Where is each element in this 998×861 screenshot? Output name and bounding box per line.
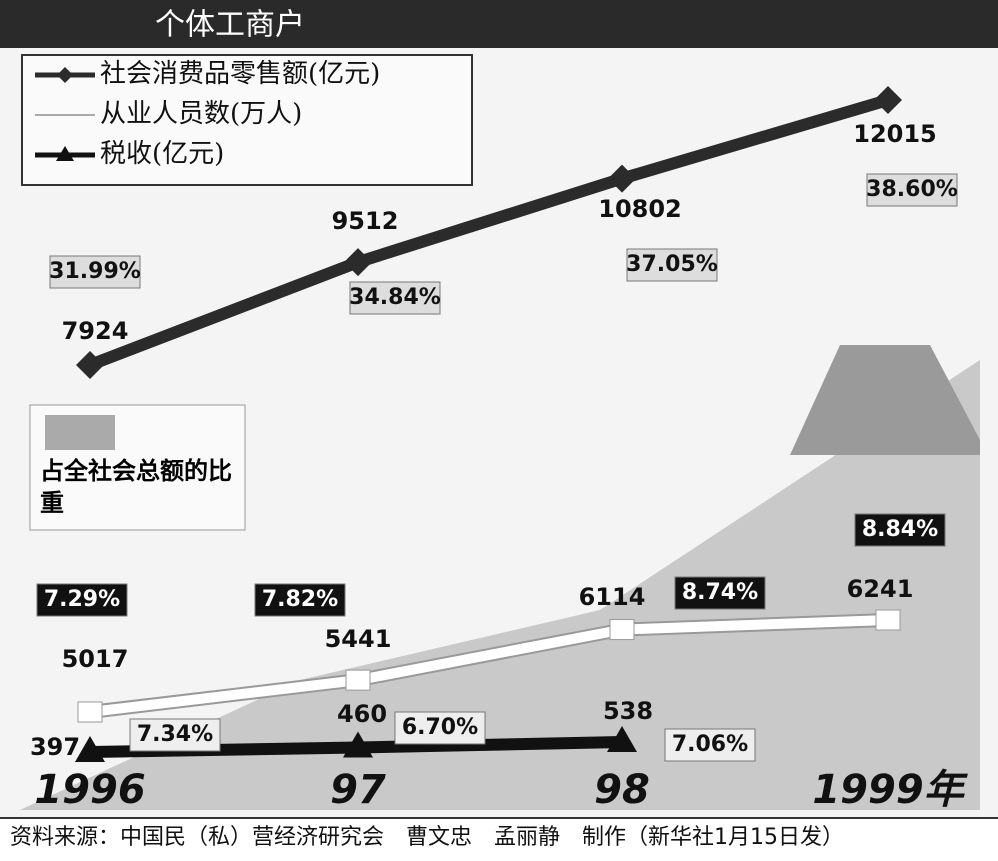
legend-label: 社会消费品零售额(亿元) [100,59,380,89]
legend-label: 税收(亿元) [100,139,224,169]
value-label: 538 [603,697,653,725]
value-label: 7924 [62,317,129,345]
value-label: 12015 [853,120,937,148]
value-label: 6241 [847,575,914,603]
marker [876,610,900,630]
share-label: 34.84% [349,285,441,310]
legend-label: 从业人员数(万人) [100,99,302,129]
share-label: 7.06% [672,732,748,757]
value-label: 5017 [62,645,129,673]
chart: 个体工商户 占全社会总额的比重 1996 97 98 1999年 7924 31.99% 9… [0,0,998,861]
share-label: 38.60% [866,177,958,202]
marker [610,620,634,640]
x-tick-label: 1996 [34,767,145,813]
value-label: 460 [337,700,387,728]
page: 个体工商户 占全社会总额的比重 1996 97 98 1999年 7924 31.99% 9… [0,0,998,861]
marker [346,670,370,690]
marker [78,702,102,722]
legend-note: 占全社会总额的比重 [40,455,240,519]
value-label: 10802 [598,195,682,223]
share-label: 8.84% [862,517,938,542]
share-label: 6.70% [402,715,478,740]
x-tick-label: 98 [594,767,650,813]
chart-title: 个体工商户 [155,8,305,43]
share-label: 37.05% [626,252,718,277]
source: 资料来源：中国民（私）营经济研究会 曹文忠 孟丽静 制作（新华社1月15日发） [10,825,844,850]
share-label: 7.34% [137,722,213,747]
share-label: 7.82% [262,587,338,612]
title-bar [0,0,998,48]
share-label: 7.29% [44,587,120,612]
x-tick-label: 1999年 [812,767,968,813]
value-label: 5441 [325,625,392,653]
share-label: 8.74% [682,580,758,605]
value-label: 9512 [332,207,399,235]
value-label: 6114 [579,583,646,611]
share-label: 31.99% [49,259,141,284]
note-holder: 占全社会总额的比重 [40,455,240,525]
note-swatch [45,415,115,450]
value-label: 397 [30,733,80,761]
x-tick-label: 97 [330,767,386,813]
